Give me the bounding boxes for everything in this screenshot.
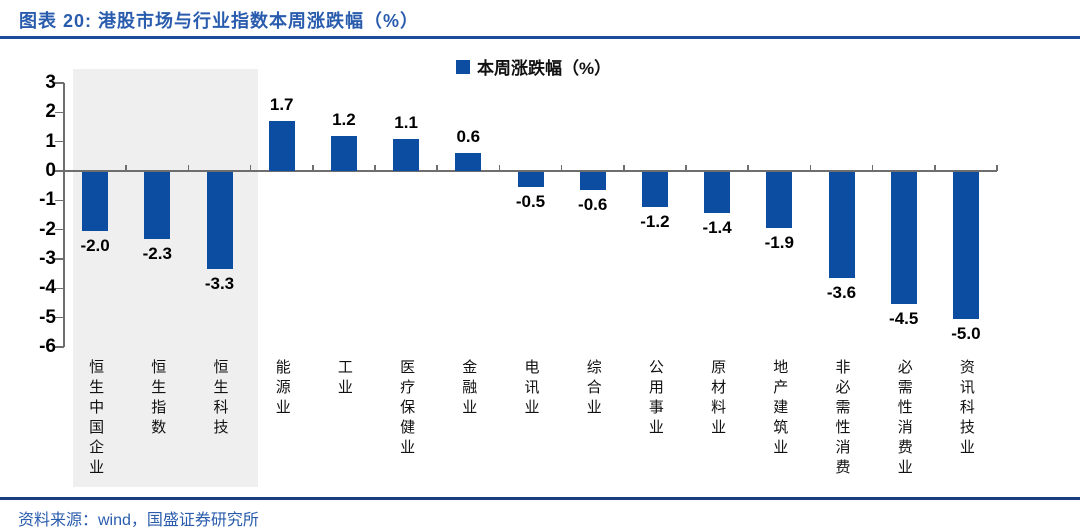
bar-value-label: 1.7	[269, 95, 294, 115]
bar	[268, 121, 295, 171]
bar	[144, 172, 171, 240]
category-label: 地产建筑业	[771, 359, 789, 459]
weekly-change-bar-chart: 本周涨跌幅（%） 3 2 1 0 -1 -2 -3 -4 -5 -6 -2.0 恒生中国企业 -2.3 恒…	[0, 39, 1080, 497]
zero-axis-line	[64, 170, 997, 172]
bar-value-label: -3.3	[204, 273, 235, 293]
bar-value-label: -2.3	[142, 244, 172, 264]
category-tick	[374, 165, 376, 171]
category-tick	[934, 165, 936, 171]
bar-value-label: -1.2	[640, 212, 670, 232]
y-axis-tick	[55, 199, 64, 202]
bar-value-label: -3.6	[826, 282, 857, 302]
bar	[704, 172, 731, 214]
y-axis-tick	[55, 82, 64, 84]
bar-value-label: -1.4	[702, 218, 732, 238]
y-axis-tick-label: 2	[45, 101, 56, 123]
category-tick	[125, 165, 127, 171]
category-label: 综合业	[584, 359, 602, 419]
category-label: 工业	[335, 359, 353, 399]
category-tick	[436, 165, 438, 171]
y-axis-tick-label: -1	[39, 189, 56, 211]
bar-value-label: -5.0	[951, 323, 981, 343]
category-label: 恒生中国企业	[87, 359, 105, 479]
bar-value-label: -4.5	[889, 308, 919, 328]
category-label: 金融业	[460, 359, 478, 419]
y-axis-line	[63, 83, 65, 347]
y-axis-tick-label: -5	[39, 306, 56, 328]
category-label: 非必需性消费	[833, 359, 851, 479]
bar	[206, 172, 233, 269]
y-axis-tick-label: -3	[39, 247, 56, 269]
y-axis-tick	[55, 346, 64, 348]
legend-label: 本周涨跌幅（%）	[477, 59, 612, 78]
category-tick	[560, 165, 563, 171]
figure-title: 图表 20: 港股市场与行业指数本周涨跌幅（%）	[19, 11, 420, 31]
bar	[641, 172, 668, 208]
footer-divider	[0, 497, 1080, 500]
y-axis-tick	[55, 316, 64, 319]
bar	[330, 135, 357, 171]
category-tick	[187, 165, 190, 171]
category-tick	[249, 165, 252, 171]
category-tick	[747, 165, 749, 171]
category-label: 恒生指数	[149, 359, 167, 439]
y-axis-tick-label: 0	[45, 160, 56, 181]
y-axis-tick	[55, 228, 64, 231]
category-tick	[685, 165, 687, 171]
bar	[952, 172, 979, 319]
category-label: 必需性消费业	[895, 359, 913, 479]
y-axis-tick-label: 3	[45, 72, 56, 93]
y-axis-tick-label: -2	[39, 218, 56, 240]
bar-value-label: 0.6	[456, 127, 481, 147]
bar	[766, 172, 793, 228]
bar	[393, 138, 420, 171]
category-tick	[809, 165, 812, 171]
category-label: 医疗保健业	[398, 359, 416, 459]
y-axis-tick	[55, 170, 64, 172]
bar-value-label: -2.0	[80, 235, 110, 255]
highlight-band	[73, 69, 258, 487]
bar	[579, 172, 606, 190]
bar	[517, 172, 544, 187]
y-axis-tick	[55, 140, 64, 143]
y-axis-tick-label: -6	[39, 335, 56, 357]
category-tick	[312, 165, 314, 171]
category-tick	[498, 165, 501, 171]
source-note: 资料来源：wind，国盛证券研究所	[18, 512, 259, 529]
chart-legend: 本周涨跌幅（%）	[456, 54, 611, 79]
bar	[455, 153, 482, 171]
category-label: 原材料业	[709, 359, 727, 439]
bar	[828, 172, 855, 278]
category-label: 能源业	[273, 359, 291, 419]
category-tick	[871, 165, 874, 171]
y-axis-tick	[55, 258, 64, 260]
y-axis-tick	[55, 111, 64, 114]
y-axis-tick-label: 1	[45, 130, 56, 152]
bar-value-label: 1.1	[394, 112, 418, 132]
y-axis-tick	[55, 287, 64, 290]
title-divider	[0, 36, 1080, 39]
bar-value-label: -0.5	[515, 191, 546, 211]
category-label: 恒生科技	[211, 359, 229, 439]
category-tick	[996, 165, 998, 171]
bar	[890, 172, 917, 304]
bar	[82, 172, 109, 231]
bar-value-label: -0.6	[578, 194, 608, 214]
y-axis-tick-label: -4	[39, 277, 56, 299]
category-label: 公用事业	[646, 359, 664, 439]
bar-value-label: -1.9	[764, 232, 794, 252]
legend-swatch-icon	[456, 59, 470, 74]
bar-value-label: 1.2	[332, 109, 356, 129]
category-label: 电讯业	[522, 359, 540, 419]
category-tick	[623, 165, 625, 171]
category-label: 资讯科技业	[957, 359, 975, 459]
